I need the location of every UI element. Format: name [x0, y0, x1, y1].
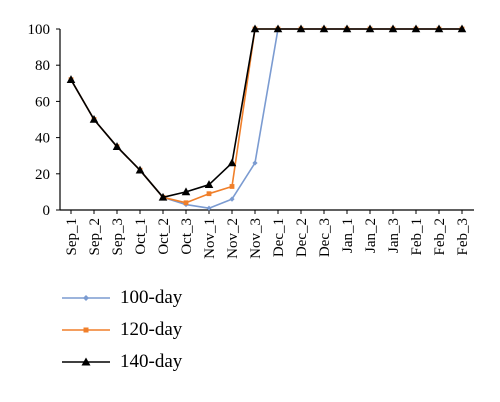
x-tick-label: Sep_1: [64, 218, 80, 256]
point-140-day: [66, 75, 76, 83]
x-tick-label: Feb_2: [432, 218, 448, 256]
x-tick-label: Oct_2: [156, 218, 172, 255]
x-tick-label: Oct_3: [179, 218, 195, 255]
x-tick-label: Nov_2: [225, 218, 241, 259]
legend-label-120-day: 120-day: [120, 319, 183, 340]
x-tick-label: Dec_1: [271, 218, 287, 257]
point-140-day: [434, 24, 444, 33]
legend-swatch-140-day: [62, 357, 110, 366]
point-140-day: [89, 115, 99, 123]
point-140-day: [388, 24, 398, 33]
series-line-140-day: [70, 28, 462, 199]
point-100-day: [229, 196, 235, 202]
x-tick-label: Sep_3: [110, 218, 126, 256]
point-140-day: [112, 142, 122, 150]
point-120-day: [206, 191, 212, 197]
point-140-day: [273, 24, 283, 33]
legend: 100-day 120-day 140-day: [62, 282, 182, 378]
point-140-day: [319, 24, 329, 33]
series-140-day: [66, 24, 467, 201]
legend-swatch-120-day: [62, 327, 110, 333]
legend-label-100-day: 100-day: [120, 287, 183, 308]
series-line-100-day: [70, 28, 462, 209]
point-140-day: [227, 158, 237, 167]
point-120-day: [183, 200, 189, 206]
point-140-day: [411, 24, 421, 33]
x-tick-label: Nov_3: [248, 218, 264, 259]
chart-axes: [56, 28, 474, 214]
x-tick-label: Feb_3: [455, 218, 471, 256]
point-140-day: [457, 24, 467, 33]
series-layer: [66, 24, 467, 211]
x-tick-label: Dec_3: [317, 218, 333, 257]
x-tick-label: Dec_2: [294, 218, 310, 257]
y-tick-label: 60: [35, 94, 50, 110]
y-tick-labels: 0 20 40 60 80 100: [28, 22, 51, 219]
point-140-day: [365, 24, 375, 33]
x-tick-label: Feb_1: [409, 218, 425, 256]
series-line-120-day: [70, 28, 462, 204]
series-120-day: [68, 26, 465, 206]
y-tick-label: 40: [35, 131, 50, 147]
y-tick-label: 0: [43, 203, 51, 219]
y-tick-label: 80: [35, 58, 50, 74]
legend-label-140-day: 140-day: [120, 351, 183, 372]
point-140-day: [342, 24, 352, 33]
x-tick-label: Nov_1: [202, 218, 218, 259]
x-tick-label: Sep_2: [87, 218, 103, 256]
point-140-day: [296, 24, 306, 33]
y-tick-label: 100: [28, 22, 51, 38]
point-140-day: [181, 187, 191, 196]
legend-item-140-day: 140-day: [62, 346, 182, 378]
x-tick-label: Jan_2: [363, 218, 379, 253]
x-tick-label: Oct_1: [133, 218, 149, 255]
y-tick-label: 20: [35, 167, 50, 183]
point-140-day: [158, 192, 168, 201]
point-100-day: [252, 160, 258, 166]
point-120-day: [229, 184, 235, 189]
legend-item-100-day: 100-day: [62, 282, 182, 314]
legend-swatch-100-day: [62, 295, 110, 301]
legend-item-120-day: 120-day: [62, 314, 182, 346]
point-140-day: [250, 24, 260, 33]
series-100-day: [68, 26, 465, 211]
point-140-day: [204, 180, 214, 188]
point-100-day: [206, 205, 212, 211]
x-tick-label: Jan_1: [340, 218, 356, 253]
point-140-day: [135, 165, 145, 174]
x-tick-labels: Sep_1 Sep_2 Sep_3 Oct_1 Oct_2 Oct_3 Nov_1 Nov_2…: [64, 218, 471, 259]
x-tick-label: Jan_3: [386, 218, 402, 253]
